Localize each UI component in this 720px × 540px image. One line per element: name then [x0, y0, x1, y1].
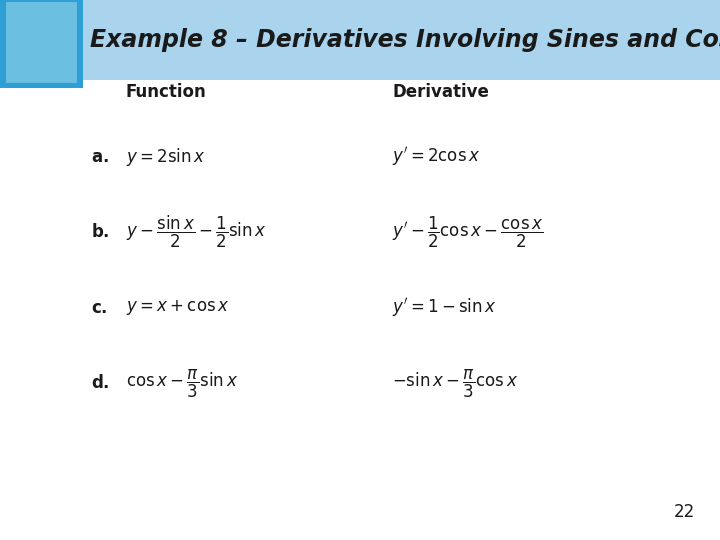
Text: $y' = 2\cos x$: $y' = 2\cos x$ [392, 145, 481, 168]
Text: Function: Function [126, 83, 207, 101]
Text: Example 8 – Derivatives Involving Sines and Cosines: Example 8 – Derivatives Involving Sines … [90, 28, 720, 52]
Text: Derivative: Derivative [392, 83, 490, 101]
Text: 22: 22 [673, 503, 695, 521]
Text: $y = x + \cos x$: $y = x + \cos x$ [126, 298, 230, 318]
Text: $\mathbf{d.}$: $\mathbf{d.}$ [91, 374, 109, 393]
Text: $\cos x - \dfrac{\pi}{3}\sin x$: $\cos x - \dfrac{\pi}{3}\sin x$ [126, 367, 238, 400]
Text: $\mathbf{c.}$: $\mathbf{c.}$ [91, 299, 107, 317]
Text: $-\sin x - \dfrac{\pi}{3}\cos x$: $-\sin x - \dfrac{\pi}{3}\cos x$ [392, 367, 518, 400]
Text: $y' - \dfrac{1}{2}\cos x - \dfrac{\cos x}{2}$: $y' - \dfrac{1}{2}\cos x - \dfrac{\cos x… [392, 214, 544, 250]
Text: $y - \dfrac{\sin x}{2} - \dfrac{1}{2}\sin x$: $y - \dfrac{\sin x}{2} - \dfrac{1}{2}\si… [126, 214, 266, 251]
Text: $y = 2\sin x$: $y = 2\sin x$ [126, 146, 206, 167]
Text: $\mathbf{b.}$: $\mathbf{b.}$ [91, 223, 109, 241]
Text: $y' = 1 - \sin x$: $y' = 1 - \sin x$ [392, 296, 497, 319]
Text: $\mathbf{a.}$: $\mathbf{a.}$ [91, 147, 109, 166]
